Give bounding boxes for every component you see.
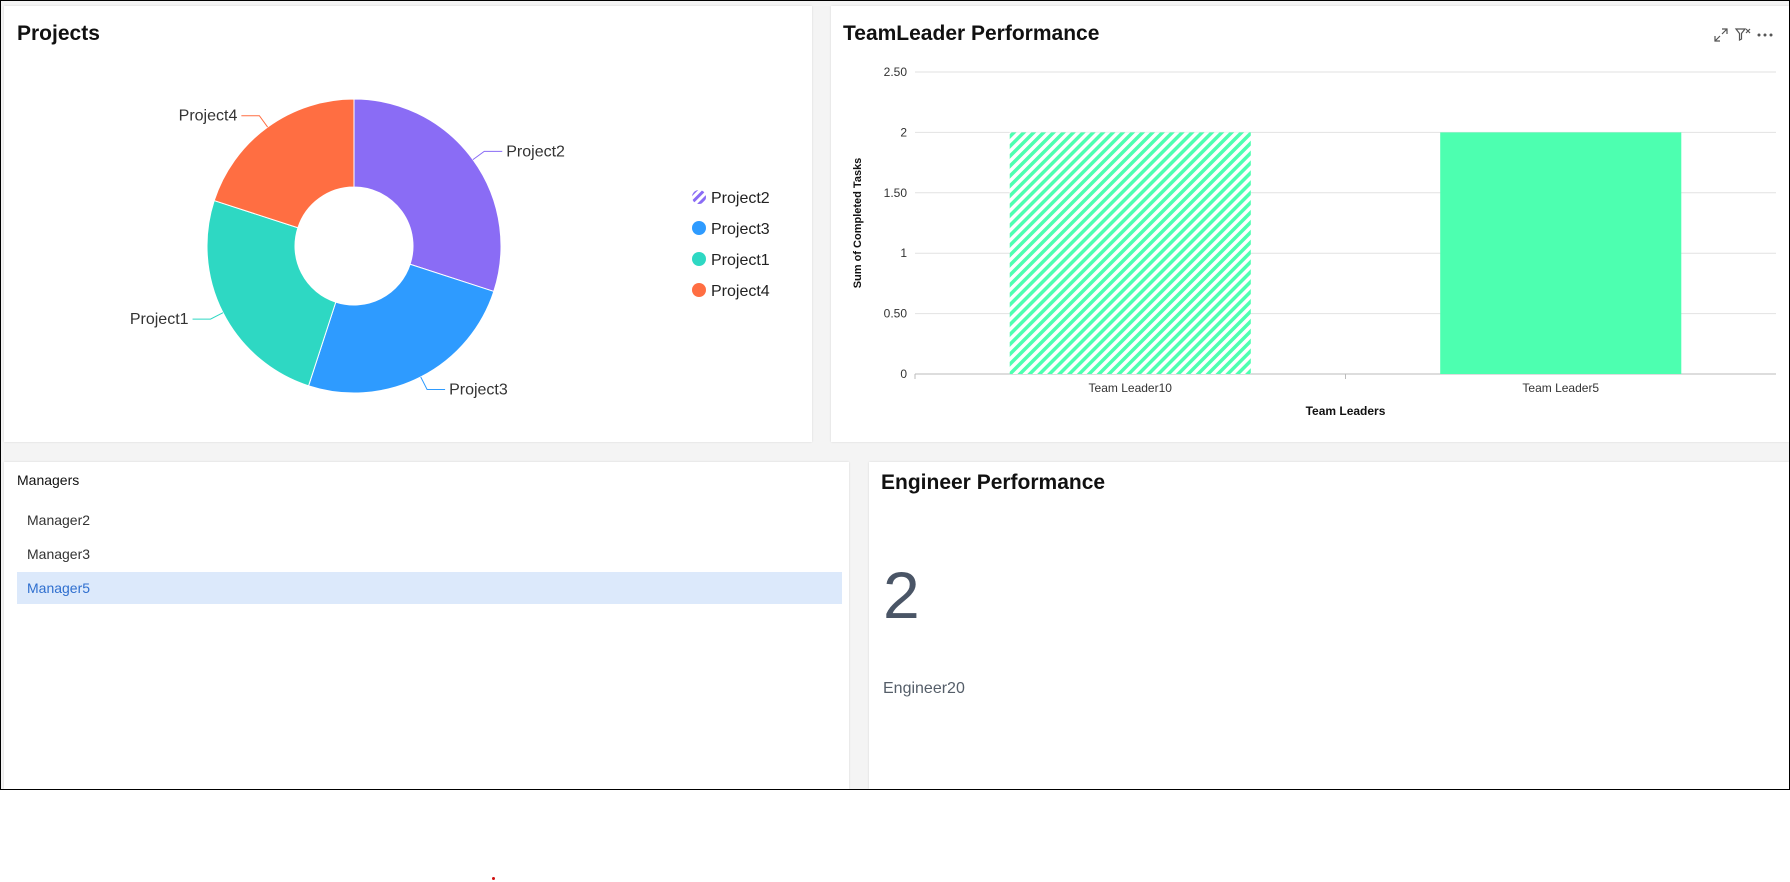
donut-callout-line [192,312,224,320]
projects-panel: Projects Project2 Project3 Project1 Project… [4,6,812,442]
legend-item-project2[interactable]: Project2 [692,190,770,207]
y-tick-label: 2.50 [884,65,908,79]
donut-callout-line [241,115,269,128]
x-tick-label: Team Leader10 [1089,381,1173,395]
legend-label: Project2 [711,190,770,207]
donut-slice-project1[interactable] [206,199,337,387]
manager-item[interactable]: Manager2 [27,512,91,528]
legend-label: Project3 [711,221,770,238]
legend-marker [692,252,706,266]
donut-label-project1: Project1 [130,311,189,328]
projects-title: Projects [17,22,100,45]
legend-item-project3[interactable]: Project3 [692,221,770,238]
projects-donut-chart: Project2 Project3 Project1 Project4 Project2… [130,98,770,398]
donut-callout-line [472,150,503,161]
bar-team-leader10[interactable] [1009,132,1251,374]
y-axis-label: Sum of Completed Tasks [852,158,864,289]
filter-clear-icon[interactable] [1734,26,1752,44]
stray-dot [492,877,495,880]
legend-marker [692,190,706,204]
donut-callout-line [420,376,446,390]
y-tick-label: 0.50 [884,307,908,321]
engineer-title: Engineer Performance [881,471,1106,494]
managers-panel: Managers Manager2 Manager3 Manager5 [4,462,849,789]
engineer-panel: Engineer Performance 2 Engineer20 [869,462,1789,789]
y-tick-label: 0 [900,367,907,381]
y-tick-label: 2 [900,125,907,139]
kpi-label: Engineer20 [883,680,965,697]
legend-marker [692,221,706,235]
manager-item[interactable]: Manager3 [27,546,91,562]
x-tick-label: Team Leader5 [1522,381,1599,395]
donut-label-project4: Project4 [179,108,238,125]
legend-marker [692,283,706,297]
donut-slice-project4[interactable] [213,98,355,229]
more-options-icon[interactable] [1756,26,1774,44]
donut-label-project3: Project3 [449,381,508,398]
teamleader-panel: TeamLeader Performance 0 0.50 1 1.50 2 2.50 Te… [831,6,1789,442]
teamleader-title: TeamLeader Performance [843,22,1100,45]
dashboard-frame: Projects Project2 Project3 Project1 Project… [0,0,1790,790]
donut-label-project2: Project2 [506,143,565,160]
teamleader-bar-chart: 0 0.50 1 1.50 2 2.50 Team Leader10 Team Leader5… [852,65,1776,418]
legend-item-project4[interactable]: Project4 [692,283,770,300]
legend-label: Project4 [711,283,770,300]
donut-slice-project2[interactable] [353,98,502,293]
x-axis-label: Team Leaders [1306,404,1386,418]
legend-label: Project1 [711,252,770,269]
y-tick-label: 1 [900,246,907,260]
y-tick-label: 1.50 [884,186,908,200]
expand-icon[interactable] [1712,26,1730,44]
kpi-value: 2 [883,558,920,632]
bar-team-leader5[interactable] [1440,132,1682,374]
managers-title: Managers [17,472,80,488]
manager-item[interactable]: Manager5 [17,572,842,604]
donut-slice-project3[interactable] [307,263,495,394]
legend-item-project1[interactable]: Project1 [692,252,770,269]
